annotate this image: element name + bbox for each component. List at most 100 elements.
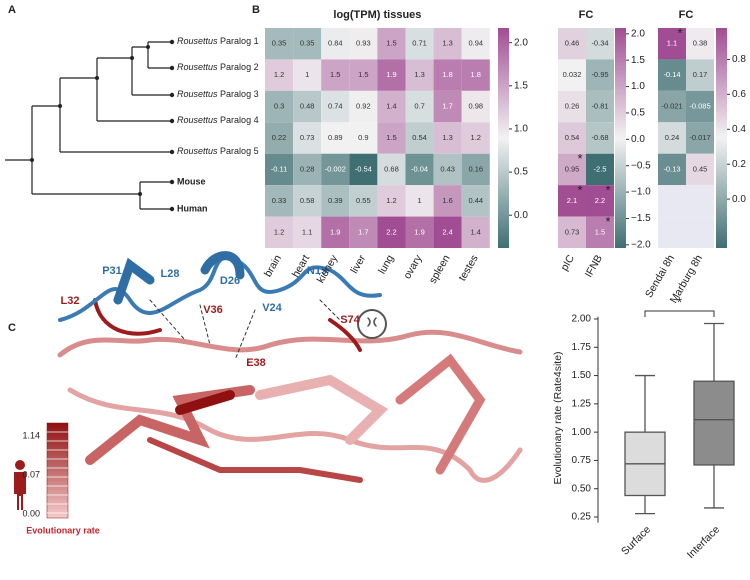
residue-label: P31 bbox=[102, 265, 122, 277]
x-tick-label: Surface bbox=[619, 523, 653, 557]
y-tick-label: 1.00 bbox=[572, 427, 592, 438]
heatmap-cell bbox=[265, 153, 294, 186]
cell-label: 0.98 bbox=[468, 102, 483, 111]
cell-label: 1.5 bbox=[386, 39, 396, 48]
cell-label: 2.2 bbox=[386, 227, 396, 236]
cell-label: 1.5 bbox=[386, 133, 396, 142]
significance-star: * bbox=[605, 214, 610, 229]
cell-label: 0.38 bbox=[693, 39, 708, 48]
cell-label: -0.81 bbox=[591, 102, 608, 111]
leaf-label: Mouse bbox=[177, 176, 206, 186]
cell-label: 0.92 bbox=[356, 102, 371, 111]
residue-label: V24 bbox=[262, 302, 282, 314]
cell-label: 0.22 bbox=[272, 133, 287, 142]
heatmap-cell bbox=[293, 216, 322, 249]
cell-label: 0.3 bbox=[274, 102, 284, 111]
colorbar-tick-label: −1.0 bbox=[631, 187, 651, 198]
heatmap-cell bbox=[461, 216, 490, 249]
heatmap-cell bbox=[461, 28, 490, 60]
leaf-name: Paralog 5 bbox=[220, 146, 259, 156]
heatmap-cell bbox=[377, 90, 406, 123]
significance-bracket bbox=[644, 310, 715, 317]
column-label: pIC bbox=[558, 253, 577, 274]
leaf-label: Rousettus Paralog 5 bbox=[177, 146, 259, 156]
column-label: ovary bbox=[401, 252, 425, 281]
cell-label: 0.84 bbox=[328, 39, 343, 48]
legend-tick: 1.14 bbox=[22, 430, 40, 440]
heatmap-cell bbox=[686, 90, 714, 123]
cell-label: 1.5 bbox=[330, 70, 340, 79]
y-tick-label: 1.75 bbox=[572, 342, 592, 353]
cell-label: 1.1 bbox=[667, 39, 677, 48]
heatmap-title: log(TPM) tissues bbox=[333, 9, 421, 21]
heatmap-cell bbox=[293, 59, 322, 91]
colorbar-tick-label: 0.5 bbox=[631, 108, 645, 119]
cell-label: 0.45 bbox=[693, 164, 708, 173]
heatmap-cell bbox=[433, 122, 462, 154]
cell-label: 0.89 bbox=[328, 133, 343, 142]
heatmap-cell bbox=[558, 153, 586, 186]
heatmap-cell bbox=[321, 185, 350, 217]
cell-label: 0.16 bbox=[468, 164, 483, 173]
cell-label: -0.021 bbox=[661, 102, 682, 111]
leaf-genus: Rousettus bbox=[177, 146, 218, 156]
leaf-node bbox=[169, 92, 175, 98]
heatmap-cell bbox=[558, 59, 586, 91]
y-tick-label: 0.25 bbox=[572, 512, 592, 523]
heatmap-cell bbox=[321, 28, 350, 60]
column-label: liver bbox=[348, 252, 368, 275]
cell-label: 1.1 bbox=[302, 227, 312, 236]
leaf-name: Paralog 4 bbox=[220, 115, 259, 125]
heatmap-cell bbox=[349, 28, 378, 60]
heatmap-cell bbox=[658, 90, 686, 123]
empty-cell bbox=[686, 185, 714, 217]
panel-label: C bbox=[8, 322, 16, 334]
empty-cell bbox=[658, 185, 686, 217]
cell-label: 1.6 bbox=[442, 196, 452, 205]
cell-label: -0.14 bbox=[663, 70, 680, 79]
significance-star: * bbox=[677, 294, 682, 309]
heatmap-cell bbox=[349, 153, 378, 186]
heatmap-cell bbox=[321, 122, 350, 154]
leaf-name: Paralog 2 bbox=[220, 62, 259, 72]
significance-star: * bbox=[605, 183, 610, 198]
cell-label: 0.39 bbox=[328, 196, 343, 205]
heatmap-cell bbox=[265, 216, 294, 249]
heatmap-cell bbox=[586, 153, 614, 186]
cell-label: 0.54 bbox=[565, 133, 580, 142]
colorbar-tick-label: −2.0 bbox=[631, 239, 651, 250]
cell-label: 0.71 bbox=[412, 39, 427, 48]
cell-label: 1.5 bbox=[595, 227, 605, 236]
colorbar-tick-label: 0.8 bbox=[732, 54, 746, 65]
heatmap-cell bbox=[586, 216, 614, 249]
heatmap-cell bbox=[433, 90, 462, 123]
heatmap-cell bbox=[586, 90, 614, 123]
heatmap-cell bbox=[321, 59, 350, 91]
cell-label: 0.7 bbox=[414, 102, 424, 111]
colorbar-tick-label: 1.5 bbox=[631, 55, 645, 66]
empty-cell bbox=[658, 216, 686, 249]
y-tick-label: 0.50 bbox=[572, 483, 592, 494]
cell-label: 0.74 bbox=[328, 102, 343, 111]
heatmap-cell bbox=[558, 216, 586, 249]
cell-label: 1.3 bbox=[442, 39, 452, 48]
cell-label: 1 bbox=[417, 196, 421, 205]
heatmap-cell bbox=[405, 28, 434, 60]
cell-label: 1.5 bbox=[358, 70, 368, 79]
cell-label: -0.95 bbox=[591, 70, 608, 79]
leaf-name: Paralog 3 bbox=[220, 89, 259, 99]
cell-label: 0.46 bbox=[565, 39, 580, 48]
heatmap-cell bbox=[405, 59, 434, 91]
cell-label: -2.5 bbox=[594, 164, 607, 173]
heatmap-cell bbox=[405, 216, 434, 249]
heatmap-cell bbox=[586, 122, 614, 154]
heatmap-cell bbox=[658, 28, 686, 60]
leaf-label: Rousettus Paralog 1 bbox=[177, 36, 259, 46]
heatmap-cell bbox=[658, 122, 686, 154]
cell-label: 1.2 bbox=[274, 227, 284, 236]
colorbar bbox=[615, 28, 626, 249]
cell-label: 1.8 bbox=[471, 70, 481, 79]
leaf-label: Rousettus Paralog 4 bbox=[177, 115, 259, 125]
cell-label: 0.28 bbox=[300, 164, 315, 173]
heatmap-cell bbox=[377, 122, 406, 154]
